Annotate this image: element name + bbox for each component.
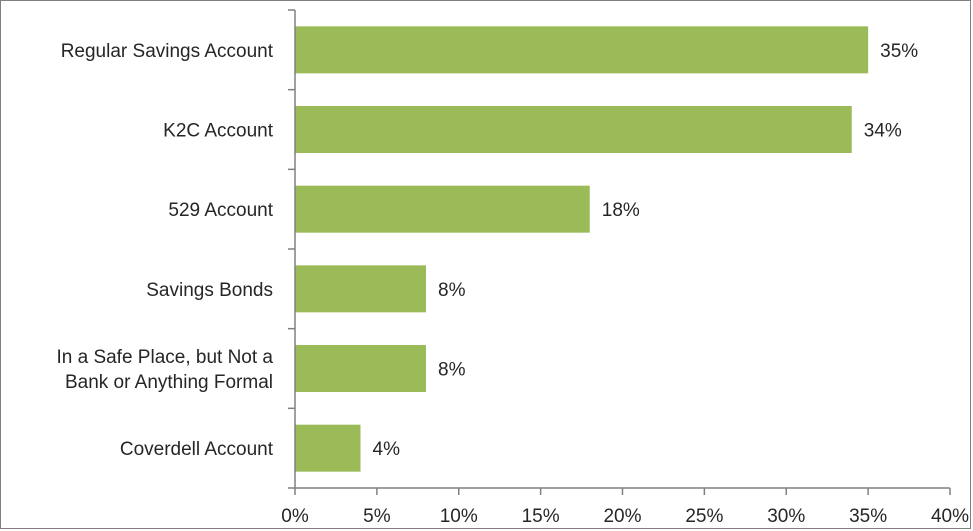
x-tick-label: 15% <box>522 506 560 527</box>
category-label: In a Safe Place, but Not a <box>56 347 273 368</box>
category-label: K2C Account <box>163 121 274 142</box>
labels-group: 35% Regular Savings Account 34% K2C Account… <box>56 41 969 527</box>
data-label: 8% <box>438 360 466 381</box>
bars-group <box>295 26 869 472</box>
x-tick-label: 10% <box>440 506 478 527</box>
category-label: Coverdell Account <box>120 439 274 460</box>
bar <box>295 424 361 472</box>
x-tick-label: 30% <box>767 506 805 527</box>
bar <box>295 345 426 392</box>
data-label: 35% <box>880 41 918 62</box>
category-label: Bank or Anything Formal <box>65 372 273 393</box>
bar <box>295 185 590 233</box>
category-label: Regular Savings Account <box>61 41 274 62</box>
bar <box>295 265 426 313</box>
data-label: 8% <box>438 280 466 301</box>
data-label: 34% <box>864 121 902 142</box>
category-label: 529 Account <box>168 200 273 221</box>
x-tick-label: 35% <box>849 506 887 527</box>
data-label: 4% <box>373 439 401 460</box>
x-tick-label: 5% <box>363 506 391 527</box>
category-label: Savings Bonds <box>146 280 273 301</box>
x-tick-label: 25% <box>685 506 723 527</box>
bar <box>295 106 852 153</box>
x-tick-label: 0% <box>281 506 309 527</box>
data-label: 18% <box>602 200 640 221</box>
axes-group <box>288 9 951 495</box>
x-tick-label: 20% <box>603 506 641 527</box>
bar <box>295 26 869 74</box>
x-tick-label: 40% <box>931 506 969 527</box>
